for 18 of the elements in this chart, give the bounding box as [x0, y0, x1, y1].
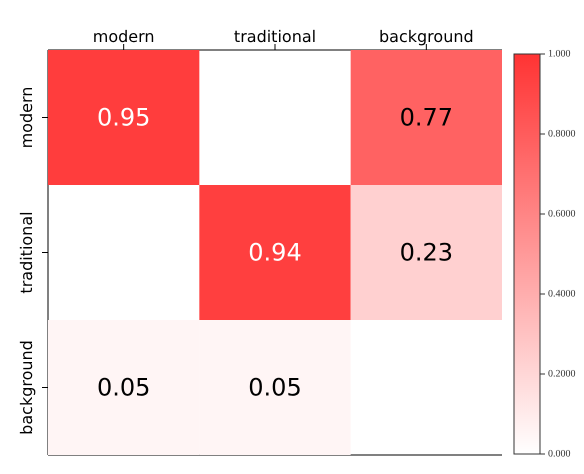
x-tick-label: modern [92, 27, 155, 46]
y-tick-label: traditional [17, 211, 36, 294]
color-bar-label: 0.8000 [548, 128, 576, 140]
color-bar-label: 1.000 [548, 48, 570, 60]
y-tick-label: modern [17, 86, 36, 148]
color-bar-label: 0.2000 [548, 368, 576, 380]
data-label: 0.23 [400, 238, 454, 266]
data-label: 0.05 [248, 374, 302, 402]
x-tick-label: traditional [234, 27, 316, 46]
data-label: 0.05 [96, 374, 150, 402]
data-label: 0.77 [400, 104, 454, 132]
x-tick-label: background [379, 27, 474, 46]
color-bar-label: 0.000 [548, 448, 570, 460]
y-tick-label: background [17, 340, 36, 435]
data-label: 0.95 [96, 104, 150, 132]
data-label: 0.94 [248, 238, 302, 266]
color-bar-label: 0.4000 [548, 288, 576, 300]
color-bar-label: 0.6000 [548, 208, 576, 220]
